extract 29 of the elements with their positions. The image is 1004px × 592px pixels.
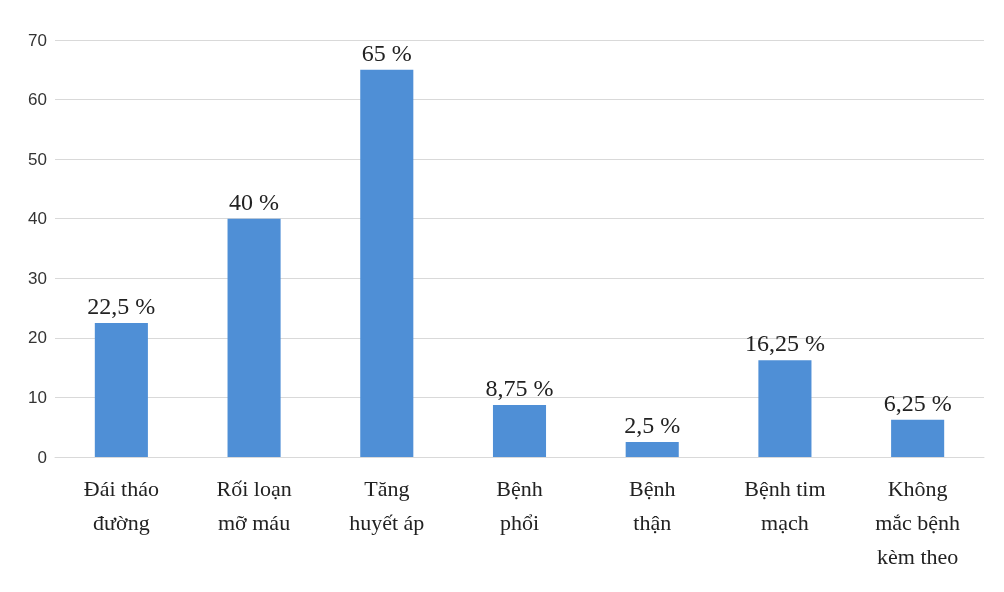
y-tick-label: 50 (28, 149, 47, 169)
data-label: 40 % (229, 188, 280, 215)
x-tick-label: Bệnh thận (628, 475, 676, 535)
y-tick-label: 10 (28, 387, 47, 407)
bar (360, 69, 414, 457)
x-tick-label: Bệnh phổi (496, 475, 543, 535)
bar (492, 404, 547, 457)
data-label: 8,75 % (485, 374, 554, 401)
data-label: 65 % (361, 39, 412, 66)
y-tick-label: 30 (28, 268, 47, 288)
bar (891, 419, 945, 457)
data-label: 22,5 % (87, 292, 156, 319)
x-tick-label: Tăng huyết áp (349, 475, 425, 535)
y-tick-label: 40 (28, 209, 47, 229)
data-label: 16,25 % (744, 330, 825, 357)
x-tick-label: Bệnh tim mạch (744, 475, 826, 535)
x-tick-label: Không mắc bệnh kèm theo (875, 475, 961, 569)
y-tick-label: 20 (28, 328, 47, 348)
bar (625, 442, 679, 457)
bar (94, 322, 148, 457)
y-tick-label: 70 (28, 30, 47, 50)
x-tick-label: Đái tháo đường (83, 475, 159, 535)
data-label: 2,5 % (624, 412, 681, 439)
data-label: 6,25 % (883, 389, 952, 416)
bar (227, 218, 281, 457)
bar (758, 360, 812, 457)
y-tick-label: 60 (28, 90, 47, 110)
x-tick-label: Rối loạn mỡ máu (216, 475, 292, 535)
y-tick-label: 0 (37, 447, 47, 467)
